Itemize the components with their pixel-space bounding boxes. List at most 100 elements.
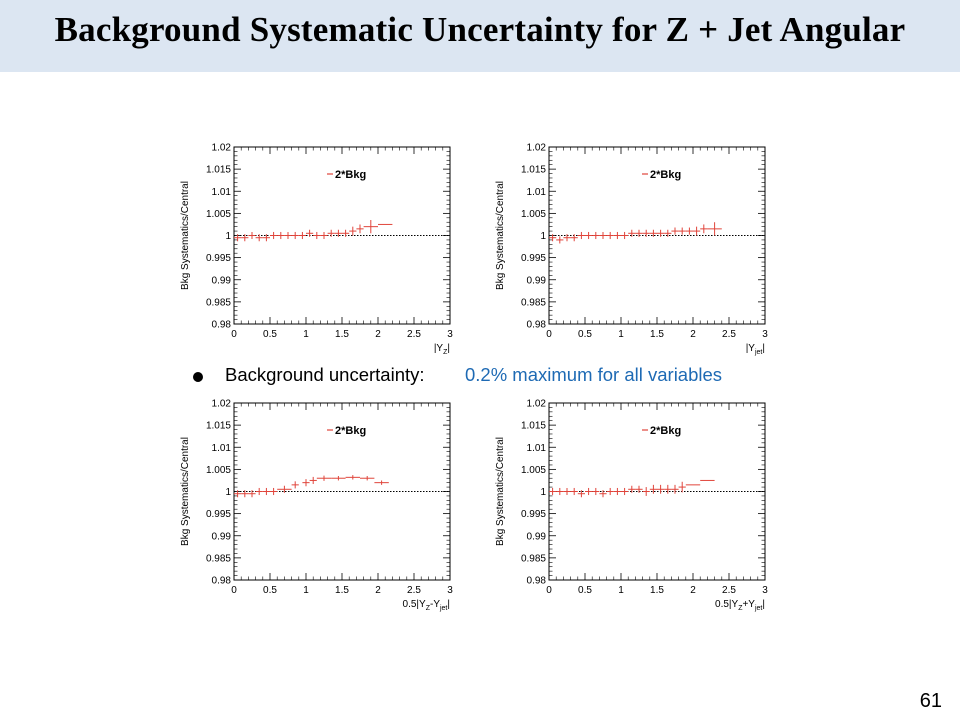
- data-point: [657, 484, 665, 494]
- x-axis-label-subscript: Z: [443, 349, 448, 356]
- data-point: [678, 481, 686, 493]
- x-axis-label-subscript: jet: [439, 605, 447, 612]
- data-point: [374, 480, 389, 485]
- data-point: [298, 231, 306, 240]
- y-tick-label: 0.985: [206, 297, 231, 308]
- data-point: [635, 485, 643, 493]
- data-point: [363, 220, 378, 234]
- data-point: [334, 229, 342, 237]
- y-tick-label: 1.015: [521, 165, 546, 176]
- page-number: 61: [919, 690, 942, 712]
- x-tick-label: 1.5: [335, 585, 349, 596]
- data-point: [241, 234, 249, 242]
- x-axis-label-part: |: [447, 599, 450, 610]
- data-point: [570, 487, 578, 496]
- data-point: [277, 231, 285, 240]
- chart-yjet: 0.98 0.985 0.99 0.995 1 1.005 1.01 1.015 1.02 0 0.…: [495, 143, 768, 357]
- y-tick-label: 1.015: [206, 421, 231, 432]
- y-tick-label: 0.99: [212, 275, 232, 286]
- data-point: [549, 487, 557, 496]
- data-point: [556, 487, 564, 496]
- data-point: [556, 236, 564, 244]
- x-tick-label: 0.5: [263, 329, 277, 340]
- data-point: [678, 227, 686, 235]
- y-axis-label: Bkg Systematics/Central: [495, 437, 506, 546]
- x-axis-label: 0.5|YZ+Yjet|: [715, 599, 765, 612]
- data-point: [248, 490, 256, 498]
- data-point: [255, 487, 263, 496]
- x-tick-label: 2.5: [722, 329, 736, 340]
- data-point: [613, 231, 621, 240]
- data-point: [599, 490, 607, 498]
- y-tick-label: 0.99: [212, 531, 232, 542]
- x-tick-label: 2: [375, 585, 381, 596]
- x-tick-label: 1.5: [650, 585, 664, 596]
- data-point: [360, 476, 375, 481]
- data-point: [306, 229, 314, 237]
- legend-label: 2*Bkg: [335, 169, 366, 181]
- data-point: [621, 487, 629, 496]
- y-tick-label: 0.995: [521, 253, 546, 264]
- data-point: [262, 234, 270, 242]
- x-axis-label-part: |: [762, 343, 765, 354]
- x-tick-label: 3: [447, 585, 453, 596]
- y-axis-label: Bkg Systematics/Central: [495, 181, 506, 290]
- y-tick-label: 1.02: [212, 399, 232, 410]
- y-tick-label: 0.995: [206, 509, 231, 520]
- x-tick-label: 2.5: [407, 585, 421, 596]
- chart-yboost: 0.98 0.985 0.99 0.995 1 1.005 1.01 1.015 1.02 0 0.…: [180, 399, 453, 613]
- bullet-dot-icon: [193, 372, 203, 382]
- x-tick-label: 0: [546, 585, 552, 596]
- data-point: [642, 487, 650, 496]
- data-point: [613, 487, 621, 496]
- data-point: [693, 226, 701, 236]
- data-point: [331, 476, 346, 481]
- x-tick-label: 3: [762, 329, 768, 340]
- x-axis-label-part: |Y: [746, 343, 756, 354]
- data-point: [342, 229, 350, 237]
- y-tick-label: 0.985: [521, 553, 546, 564]
- data-point: [320, 231, 328, 240]
- y-tick-label: 1.005: [206, 465, 231, 476]
- data-point: [628, 229, 636, 237]
- legend-label: 2*Bkg: [650, 169, 681, 181]
- legend-label: 2*Bkg: [650, 425, 681, 437]
- y-tick-label: 1.01: [527, 443, 547, 454]
- data-point: [316, 475, 332, 481]
- y-tick-label: 1.015: [521, 421, 546, 432]
- y-tick-label: 1.005: [521, 209, 546, 220]
- x-tick-label: 2.5: [722, 585, 736, 596]
- x-tick-label: 1: [303, 585, 309, 596]
- y-tick-label: 1.005: [206, 209, 231, 220]
- data-point: [635, 229, 643, 237]
- x-axis-label-subscript: jet: [754, 349, 762, 356]
- data-point: [234, 234, 242, 242]
- chart-yz: 0.98 0.985 0.99 0.995 1 1.005 1.01 1.015 1.02 0 0.…: [180, 143, 453, 357]
- x-axis-label-subscript: Z: [738, 605, 743, 612]
- data-point: [649, 229, 657, 237]
- data-point: [234, 490, 242, 498]
- data-point: [700, 224, 708, 234]
- x-tick-label: 2: [690, 585, 696, 596]
- y-tick-label: 0.99: [527, 531, 547, 542]
- data-point: [577, 490, 585, 498]
- x-tick-label: 1: [618, 329, 624, 340]
- x-tick-label: 1.5: [650, 329, 664, 340]
- x-axis-label-part: |: [762, 599, 765, 610]
- data-point: [657, 229, 665, 237]
- x-axis-label: |YZ|: [434, 343, 450, 356]
- bullet-highlight-text: 0.2% maximum for all variables: [465, 364, 723, 385]
- data-point: [291, 481, 299, 489]
- x-axis-label: |Yjet|: [746, 343, 765, 356]
- y-tick-label: 0.98: [527, 576, 547, 587]
- y-axis-label: Bkg Systematics/Central: [180, 181, 191, 290]
- y-tick-label: 1.015: [206, 165, 231, 176]
- data-point: [671, 227, 679, 235]
- x-axis-label-subscript: jet: [754, 605, 762, 612]
- x-axis-label: 0.5|YZ-Yjet|: [403, 599, 450, 612]
- data-point: [302, 479, 310, 487]
- data-point: [685, 227, 693, 235]
- y-tick-label: 1: [225, 231, 231, 242]
- x-tick-label: 0.5: [263, 585, 277, 596]
- data-point: [248, 231, 256, 240]
